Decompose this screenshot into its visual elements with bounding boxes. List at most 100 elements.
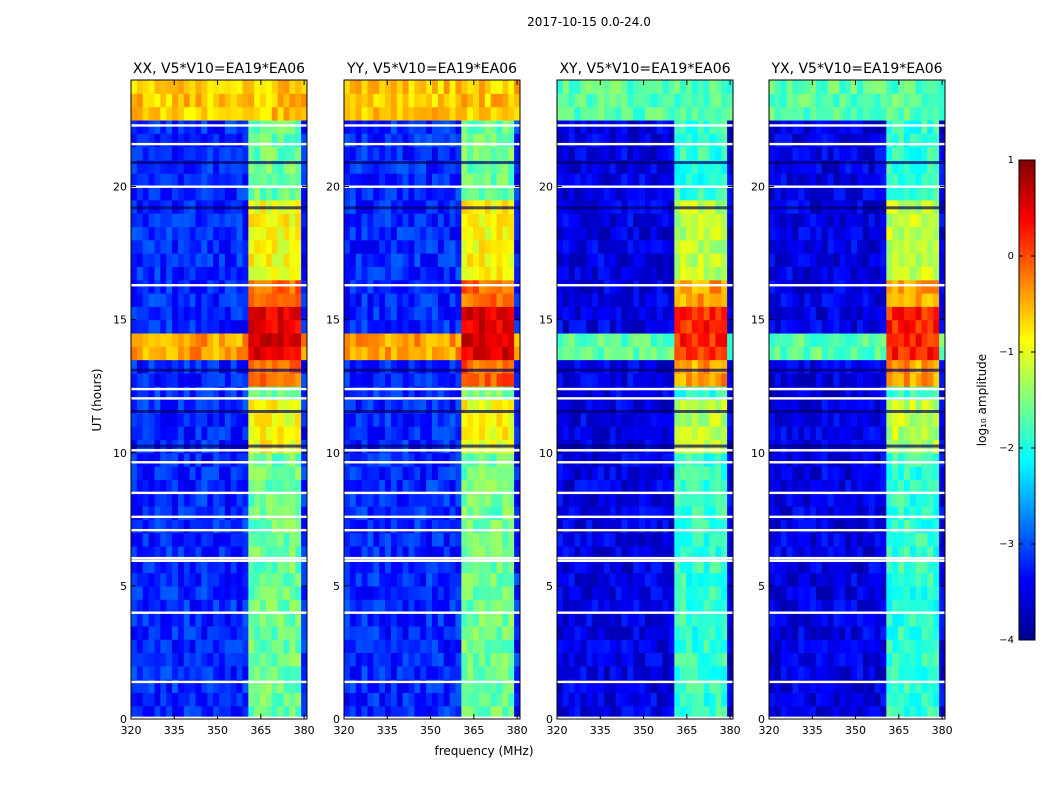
heatmap-cell: [502, 585, 509, 600]
heatmap-cell: [390, 253, 398, 267]
heatmap-cell: [508, 665, 515, 680]
heatmap-cell: [160, 226, 167, 241]
heatmap-cell: [686, 359, 693, 374]
heatmap-cell: [697, 625, 705, 640]
heatmap-cell: [189, 532, 197, 547]
heatmap-cell: [432, 332, 439, 347]
heatmap-cell: [283, 599, 290, 614]
heatmap-cell: [224, 519, 232, 534]
heatmap-cell: [502, 173, 509, 188]
heatmap-cell: [821, 253, 829, 267]
heatmap-cell: [136, 186, 144, 201]
heatmap-cell: [810, 306, 817, 321]
heatmap-cell: [473, 80, 480, 94]
heatmap-cell: [355, 173, 363, 188]
heatmap-cell: [402, 80, 410, 94]
heatmap-cell: [349, 372, 357, 387]
heatmap-cell: [271, 705, 279, 719]
heatmap-cell: [449, 186, 457, 201]
heatmap-cell: [344, 599, 351, 614]
heatmap-cell: [627, 266, 634, 281]
heatmap-cell: [183, 585, 191, 600]
heatmap-cell: [195, 585, 202, 600]
heatmap-cell: [557, 133, 564, 148]
heatmap-cell: [574, 359, 582, 374]
heatmap-cell: [786, 599, 794, 614]
heatmap-cell: [621, 186, 628, 201]
heatmap-cell: [586, 306, 593, 321]
heatmap-cell: [349, 452, 357, 467]
heatmap-cell: [821, 399, 829, 414]
heatmap-cell: [142, 639, 150, 654]
heatmap-cell: [792, 293, 799, 307]
heatmap-cell: [361, 399, 369, 414]
heatmap-cell: [131, 226, 138, 241]
heatmap-cell: [633, 133, 640, 148]
heatmap-cell: [792, 359, 799, 374]
heatmap-cell: [385, 372, 392, 387]
heatmap-cell: [586, 319, 593, 334]
heatmap-cell: [774, 332, 782, 347]
heatmap-cell: [804, 532, 811, 547]
heatmap-cell: [344, 625, 351, 640]
heatmap-cell: [598, 372, 605, 387]
heatmap-cell: [639, 293, 646, 307]
heatmap-cell: [455, 266, 462, 281]
heatmap-cell: [207, 146, 214, 161]
heatmap-cell: [662, 559, 670, 574]
heatmap-cell: [295, 692, 302, 707]
heatmap-cell: [827, 705, 835, 719]
heatmap-cell: [715, 159, 722, 174]
heatmap-cell: [508, 705, 515, 719]
heatmap-cell: [478, 639, 486, 654]
heatmap-cell: [271, 293, 279, 307]
heatmap-cell: [271, 545, 279, 560]
heatmap-cell: [574, 426, 582, 441]
heatmap-cell: [645, 399, 652, 414]
heatmap-cell: [650, 452, 658, 467]
heatmap-cell: [656, 572, 664, 587]
heatmap-cell: [166, 93, 173, 108]
heatmap-cell: [598, 159, 605, 174]
heatmap-cell: [514, 372, 520, 387]
heatmap-cell: [662, 319, 670, 334]
heatmap-cell: [437, 612, 445, 627]
heatmap-cell: [248, 665, 255, 680]
heatmap-cell: [478, 332, 486, 347]
heatmap-cell: [189, 452, 197, 467]
heatmap-cell: [473, 386, 480, 401]
heatmap-cell: [557, 612, 564, 627]
heatmap-cell: [557, 585, 564, 600]
heatmap-cell: [396, 506, 404, 520]
heatmap-cell: [508, 346, 515, 361]
heatmap-cell: [674, 332, 681, 347]
heatmap-cell: [349, 93, 357, 108]
heatmap-cell: [821, 226, 829, 241]
heatmap-cell: [697, 705, 705, 719]
heatmap-cell: [562, 80, 570, 94]
flagged-row: [131, 559, 307, 562]
heatmap-cell: [592, 479, 599, 494]
heatmap-cell: [810, 173, 817, 188]
heatmap-cell: [432, 386, 439, 401]
heatmap-cell: [449, 332, 457, 347]
heatmap-cell: [277, 492, 285, 507]
heatmap-cell: [455, 412, 462, 427]
heatmap-cell: [639, 319, 646, 334]
heatmap-cell: [798, 412, 805, 427]
heatmap-cell: [821, 319, 829, 334]
heatmap-cell: [461, 479, 468, 494]
heatmap-cell: [177, 705, 185, 719]
heatmap-cell: [295, 545, 302, 560]
heatmap-cell: [402, 519, 410, 534]
heatmap-cell: [792, 519, 799, 534]
heatmap-cell: [650, 599, 658, 614]
heatmap-cell: [189, 372, 197, 387]
heatmap-cell: [148, 319, 156, 334]
heatmap-cell: [478, 572, 486, 587]
heatmap-cell: [402, 452, 410, 467]
heatmap-cell: [662, 346, 670, 361]
heatmap-cell: [402, 665, 410, 680]
heatmap-cell: [668, 692, 675, 707]
heatmap-cell: [213, 625, 220, 640]
